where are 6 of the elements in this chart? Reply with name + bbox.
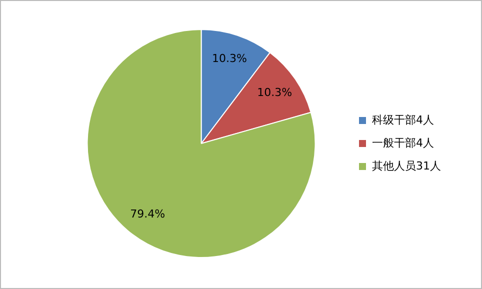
legend-label: 科级干部4人 bbox=[372, 113, 434, 126]
data-label: 10.3% bbox=[212, 52, 247, 66]
data-label: 79.4% bbox=[130, 207, 166, 220]
legend-label: 其他人员31人 bbox=[372, 159, 442, 172]
data-label: 10.3% bbox=[257, 86, 292, 100]
legend-label: 一般干部4人 bbox=[372, 136, 434, 150]
